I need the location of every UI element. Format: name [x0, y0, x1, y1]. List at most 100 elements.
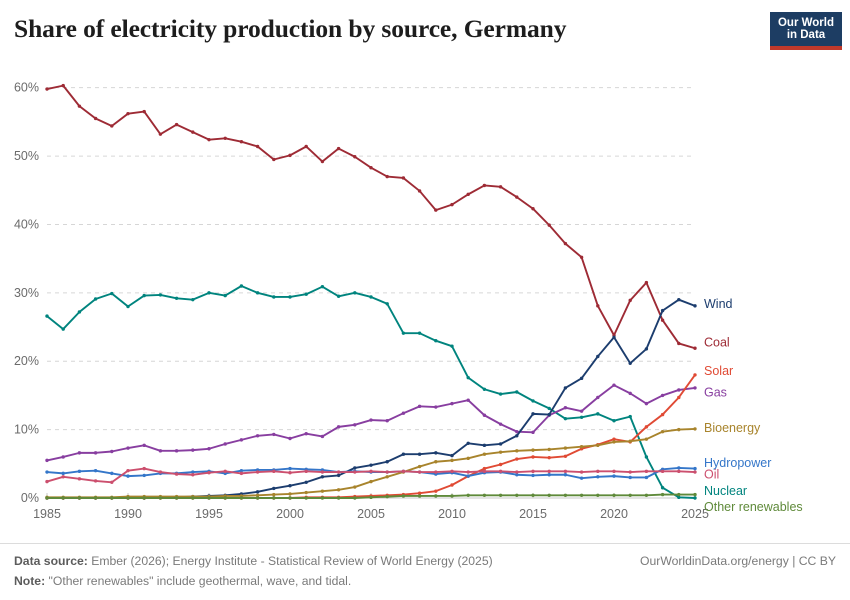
data-point	[93, 468, 98, 473]
data-point	[417, 189, 422, 193]
data-point	[531, 493, 535, 497]
data-point	[369, 495, 373, 500]
x-tick-label: 2020	[600, 507, 628, 521]
data-point	[466, 456, 470, 461]
data-point	[304, 496, 308, 500]
data-point	[498, 442, 503, 446]
data-point	[158, 449, 163, 453]
plot-area[interactable]: 0% 10% 20% 30% 40% 50% 60% 1985 1990 1995 2000 200…	[0, 58, 850, 540]
data-point	[612, 493, 616, 497]
footer-link[interactable]: OurWorldinData.org/energy | CC BY	[640, 554, 836, 568]
series-label-solar[interactable]: Solar	[704, 364, 733, 378]
series-label-other-renewables[interactable]: Other renewables	[704, 500, 803, 514]
series-line-solar[interactable]	[46, 373, 696, 499]
data-point	[174, 122, 179, 127]
data-point	[563, 241, 568, 246]
note-value: "Other renewables" include geothermal, w…	[45, 574, 352, 588]
data-point	[579, 493, 584, 497]
series-label-gas[interactable]: Gas	[704, 386, 727, 400]
line-chart-svg[interactable]: 0% 10% 20% 30% 40% 50% 60% 1985 1990 1995 2000 200…	[0, 58, 850, 540]
data-point	[693, 427, 697, 431]
data-point	[515, 493, 519, 497]
data-point	[45, 314, 49, 318]
y-tick-label: 60%	[14, 81, 39, 95]
data-point	[515, 449, 519, 453]
data-point	[660, 308, 665, 313]
data-point	[498, 185, 503, 189]
data-point	[110, 449, 114, 454]
data-point	[239, 140, 244, 144]
data-point	[77, 469, 82, 474]
series-label-nuclear[interactable]: Nuclear	[704, 484, 747, 498]
data-point	[110, 124, 114, 128]
data-point	[272, 496, 276, 500]
data-point	[353, 485, 357, 489]
data-point	[450, 483, 454, 487]
series-inline-legend[interactable]: Coal Nuclear Gas Wind Solar Bioenergy Hydropow…	[704, 297, 803, 514]
y-tick-label: 10%	[14, 423, 39, 437]
data-point	[320, 496, 325, 500]
data-point	[693, 496, 697, 500]
series-lines[interactable]	[46, 84, 696, 499]
data-point	[288, 496, 292, 500]
data-point	[207, 447, 211, 451]
data-point	[272, 157, 276, 162]
data-point	[644, 280, 649, 285]
data-point	[45, 479, 49, 484]
owid-logo[interactable]: Our World in Data	[770, 12, 842, 50]
data-point	[223, 136, 227, 140]
data-point	[142, 496, 146, 500]
x-tick-label: 2025	[681, 507, 709, 521]
data-point	[385, 174, 389, 179]
data-point	[482, 387, 487, 391]
data-point	[547, 473, 551, 477]
data-point	[466, 474, 470, 478]
series-line-coal[interactable]	[46, 84, 696, 350]
data-point	[320, 475, 325, 479]
series-label-bioenergy[interactable]: Bioenergy	[704, 421, 761, 435]
data-point	[288, 470, 292, 475]
data-point	[498, 462, 503, 467]
data-point	[336, 425, 341, 429]
data-point	[563, 386, 568, 390]
data-point	[336, 496, 341, 500]
series-label-hydropower[interactable]: Hydropower	[704, 456, 771, 470]
x-tick-label: 2005	[357, 507, 385, 521]
logo-line-2: in Data	[786, 29, 826, 41]
series-line-bioenergy[interactable]	[46, 427, 696, 499]
data-point	[385, 460, 389, 464]
data-point	[515, 390, 519, 394]
data-point	[288, 492, 292, 496]
data-point	[660, 412, 665, 417]
data-point	[677, 395, 681, 400]
data-point	[547, 493, 551, 497]
data-point	[77, 104, 82, 108]
data-point	[579, 255, 584, 259]
data-point	[239, 471, 244, 476]
data-point	[304, 432, 308, 436]
series-label-wind[interactable]: Wind	[704, 297, 733, 311]
data-point	[563, 446, 568, 450]
data-point	[191, 297, 195, 302]
series-label-coal[interactable]: Coal	[704, 336, 730, 350]
data-point	[401, 411, 406, 415]
data-point	[644, 455, 649, 459]
data-point	[596, 443, 600, 448]
data-point	[596, 412, 600, 416]
data-point	[466, 441, 470, 445]
data-point	[693, 373, 697, 377]
chart-header: Share of electricity production by sourc…	[0, 0, 850, 58]
data-point	[191, 448, 195, 452]
data-point	[434, 460, 438, 464]
data-point	[93, 479, 98, 483]
data-point	[336, 473, 341, 478]
data-point	[563, 473, 568, 477]
data-point	[482, 413, 487, 417]
x-tick-label: 2000	[276, 507, 304, 521]
data-point	[304, 490, 308, 495]
series-label-oil[interactable]: Oil	[704, 468, 719, 482]
data-point	[450, 494, 454, 498]
data-point	[385, 494, 389, 499]
data-point	[563, 416, 568, 421]
gridlines	[47, 87, 695, 431]
